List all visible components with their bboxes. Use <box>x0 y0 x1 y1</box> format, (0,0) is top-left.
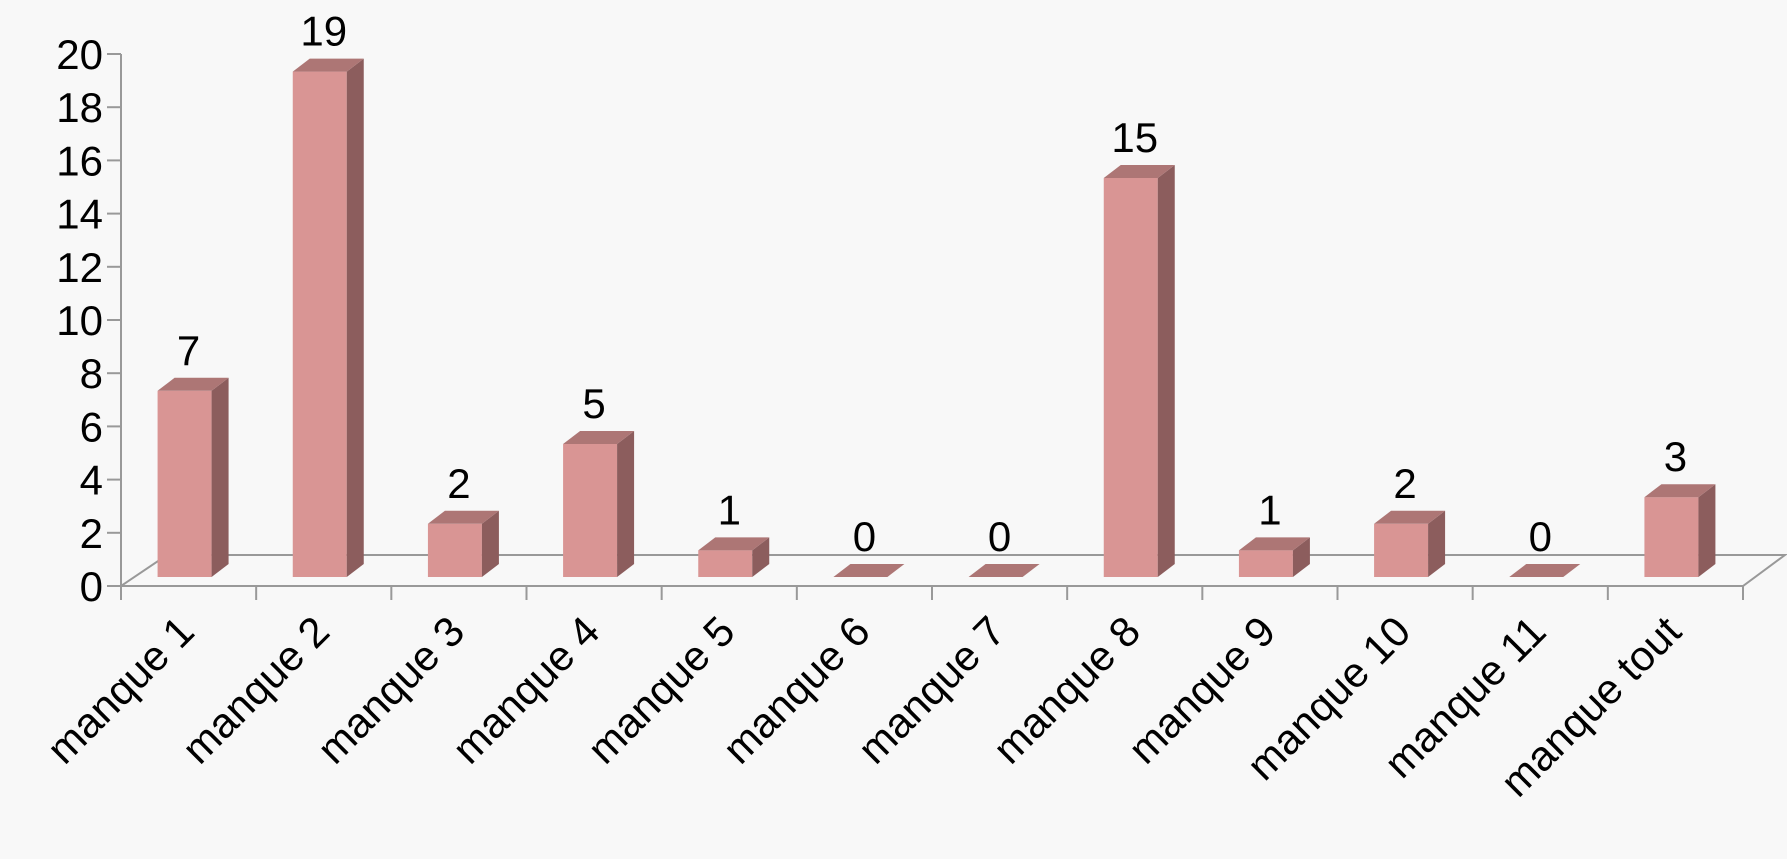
data-label: 1 <box>1258 486 1281 533</box>
bar-front <box>157 390 212 577</box>
bar-side <box>1292 537 1310 577</box>
data-label: 0 <box>988 513 1011 560</box>
bar <box>427 510 499 577</box>
bar-side <box>617 431 635 577</box>
bar-top <box>833 564 905 577</box>
bar-front <box>1374 523 1429 577</box>
y-tick-label: 6 <box>80 403 103 450</box>
data-label: 3 <box>1664 433 1687 480</box>
data-label: 1 <box>718 486 741 533</box>
bar <box>563 431 635 577</box>
bar-side <box>1428 510 1446 577</box>
bar-top <box>563 431 635 444</box>
x-tick-label: manque 7 <box>849 607 1014 772</box>
y-tick-label: 16 <box>56 137 103 184</box>
x-tick-label: manque 8 <box>984 607 1149 772</box>
bar-side <box>752 537 770 577</box>
bar-top <box>1238 537 1310 551</box>
data-label: 7 <box>177 327 200 374</box>
bar <box>968 564 1040 577</box>
bar-front <box>563 444 618 577</box>
data-label: 15 <box>1111 114 1158 161</box>
bar-top <box>427 510 499 524</box>
bar-top <box>292 58 364 72</box>
bar <box>292 58 364 578</box>
x-axis <box>120 585 1744 600</box>
x-tick-label: manque 4 <box>443 607 608 772</box>
y-tick-label: 0 <box>80 563 103 610</box>
bar <box>157 377 229 577</box>
bar-side <box>1698 484 1716 577</box>
data-label: 2 <box>1393 460 1416 507</box>
bars <box>157 58 1716 578</box>
x-tick-label: manque 2 <box>173 607 338 772</box>
y-tick-label: 10 <box>56 297 103 344</box>
bar <box>1103 165 1175 577</box>
bar <box>1509 564 1581 577</box>
bar-side <box>1157 165 1175 577</box>
bar-front <box>1644 497 1699 577</box>
y-tick-label: 18 <box>56 84 103 131</box>
bar <box>1644 484 1716 577</box>
x-tick-label: manque 3 <box>308 607 473 772</box>
bar <box>1238 537 1310 577</box>
bar-top <box>1103 165 1175 178</box>
y-tick-label: 4 <box>80 457 103 504</box>
data-label: 0 <box>1529 513 1552 560</box>
y-tick-label: 12 <box>56 244 103 291</box>
bar-front <box>698 550 753 577</box>
y-tick-label: 14 <box>56 191 103 238</box>
bar <box>1374 510 1446 577</box>
bar <box>698 537 770 577</box>
data-label: 19 <box>300 8 347 55</box>
bar-front <box>427 523 482 577</box>
x-tick-label: manque 1 <box>38 607 203 772</box>
bar-top <box>968 564 1040 577</box>
x-tick-label: manque 5 <box>578 607 743 772</box>
bar-side <box>481 510 499 577</box>
bar <box>833 564 905 577</box>
y-tick-label: 20 <box>56 31 103 78</box>
bar-top <box>1644 484 1716 498</box>
x-tick-label: manque 6 <box>713 607 878 772</box>
data-label: 0 <box>853 513 876 560</box>
y-tick-label: 8 <box>80 350 103 397</box>
bar-side <box>346 58 364 578</box>
y-axis: 0 2 4 6 8 10 12 14 16 18 20 <box>56 31 122 610</box>
bar-top <box>698 537 770 551</box>
bar-front <box>1103 178 1158 577</box>
data-label: 2 <box>447 460 470 507</box>
bar-front <box>292 71 347 577</box>
bar-top <box>1374 510 1446 524</box>
bar-top <box>1509 564 1581 577</box>
bar-front <box>1238 550 1293 577</box>
y-tick-label: 2 <box>80 510 103 557</box>
bar-side <box>211 377 229 577</box>
bar-top <box>157 377 229 391</box>
data-labels: 7 19 2 5 1 0 0 15 1 2 0 3 <box>177 8 1687 560</box>
data-label: 5 <box>582 380 605 427</box>
